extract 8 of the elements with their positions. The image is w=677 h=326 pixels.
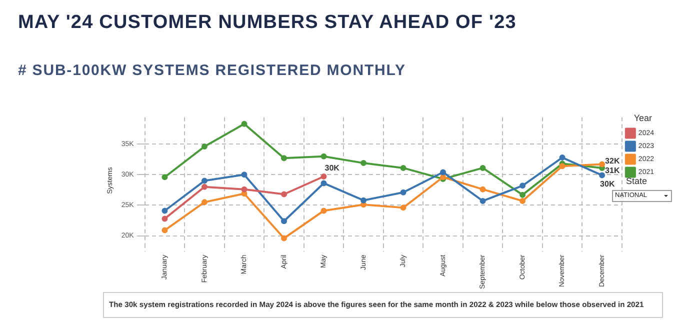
data-label: 30K [324,164,340,173]
chart-title: MAY '24 CUSTOMER NUMBERS STAY AHEAD OF '23 [18,12,516,34]
data-label: 32K [605,156,620,166]
data-label: 31K [605,166,620,176]
chart-subtitle: # SUB-100KW SYSTEMS REGISTERED MONTHLY [18,62,406,79]
legend-title: Year [634,112,652,123]
text: State [626,176,648,186]
data-label: 30K [600,179,615,188]
